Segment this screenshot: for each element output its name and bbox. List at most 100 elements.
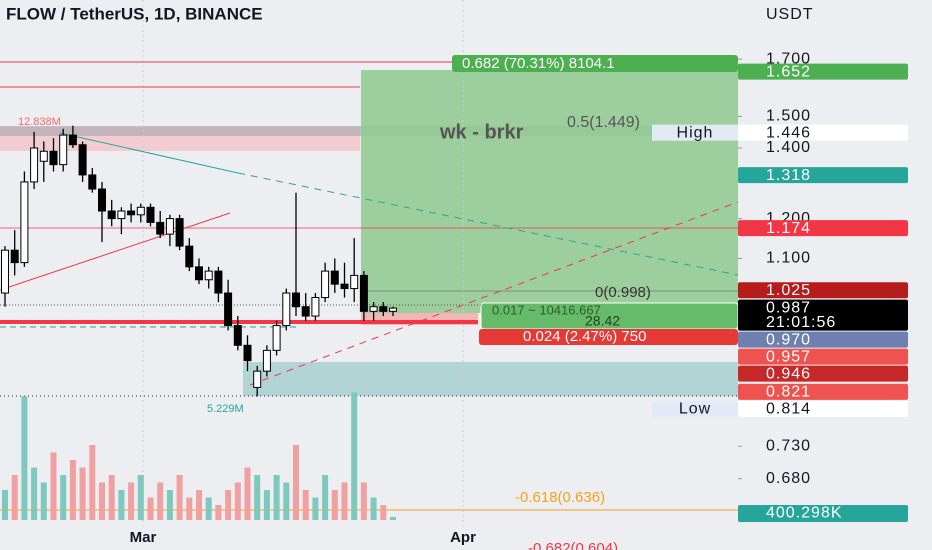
volume-bar [60,475,67,520]
candle-body [330,270,339,285]
volume-bar [69,460,76,520]
volume-bar [205,497,212,520]
candle-body [224,292,233,327]
tag-box [652,400,738,417]
candle-body [136,206,145,216]
volume-bar [40,482,47,520]
price-label-box [738,167,908,184]
volume-bar [50,452,57,520]
x-tick-label: Apr [450,529,476,546]
candle-body [88,174,97,190]
price-label-box [738,400,908,417]
price-label: 1.174 [766,220,811,237]
candle-body [272,325,281,351]
ratio-label: 28.42 [585,313,620,329]
price-label: 1.652 [766,63,811,80]
volume-bar [176,475,183,520]
candle-body [379,306,388,312]
volume-bar [234,482,241,520]
volume-bar [108,475,115,520]
entry-label: 0.017 ~ 10416.667 [492,302,601,317]
volume-bar [186,497,193,520]
target-label: 0.682 (70.31%) 8104.1 [462,55,615,72]
price-label: 0.821 [766,384,811,401]
price-label: 0.814 [766,401,811,418]
volume-bar [215,505,222,520]
volume-bar [196,490,202,520]
marks [1,125,397,520]
candle-body [165,218,174,235]
candle-body [321,270,330,299]
candle-body [185,245,194,268]
volume-bar [390,517,396,520]
y-tick-label: 1.700 [766,50,811,67]
candle-body [117,210,126,220]
candle-body [59,134,68,166]
volume-bar [380,505,387,520]
fib-label: -0.618(0.636) [515,489,605,506]
candle-body [340,283,349,290]
volume-bar [147,497,154,520]
price-label-box [738,365,908,382]
y-tick-label: 1.100 [766,250,811,267]
volume-bar [341,482,348,520]
trend-line [249,201,739,386]
y-tick-label: 1.400 [766,139,811,156]
volume-bar [89,445,96,520]
price-label: 1.025 [766,282,811,299]
price-label: 1.318 [766,167,811,184]
tag-label: High [677,124,714,141]
candle-body [350,274,359,290]
price-label: 0.970 [766,331,811,348]
price-label-box [738,124,908,141]
tag-box [652,124,738,141]
trend-line [59,132,239,174]
candle-body [1,249,9,294]
volume-bar [293,445,299,520]
candle-body [253,370,262,388]
volume-bar [2,490,8,520]
volume-annotation: 12.838M [18,116,61,128]
candle-body [311,297,320,317]
volume-bar [31,467,38,520]
fib-label: -0.682(0.604) [528,540,618,550]
y-tick-label: 0.730 [766,437,811,454]
volume-bar [157,482,164,520]
trend-line [0,212,231,291]
countdown-label: 21:01:56 [766,314,836,331]
price-label-box [738,282,908,299]
volume-bar [79,467,86,520]
candle-body [233,325,242,346]
candle-body [20,181,29,264]
target-box [452,55,738,72]
candle-body [78,144,87,176]
profit-zone [361,70,738,313]
y-tick-label: 1.500 [766,108,811,125]
candle-body [30,147,39,183]
candle-body [204,270,213,281]
price-label-box [738,331,908,348]
candle-body [369,306,378,312]
volume-bar [21,396,28,520]
volume-bar [331,490,338,520]
candle-body [175,218,184,247]
price-label: 0.987 [766,299,811,316]
volume-bar [273,475,280,520]
price-label: 0.946 [766,365,811,382]
price-label-box [738,220,908,237]
chart-title: FLOW / TetherUS, 1D, BINANCE [6,4,263,23]
volume-bar [322,475,329,520]
tag-label: Low [679,401,711,418]
candle-body [195,266,203,281]
candle-body [214,270,223,294]
volume-bar [263,490,270,520]
candle-body [282,292,291,327]
volume-bar [283,482,290,520]
fib-label: 0(0.998) [595,284,651,301]
volume-bar [118,490,125,520]
volume-label: 400.298K [766,505,843,522]
price-label-box [738,63,908,80]
currency-label: USDT [766,6,814,23]
stop-box [479,329,738,345]
